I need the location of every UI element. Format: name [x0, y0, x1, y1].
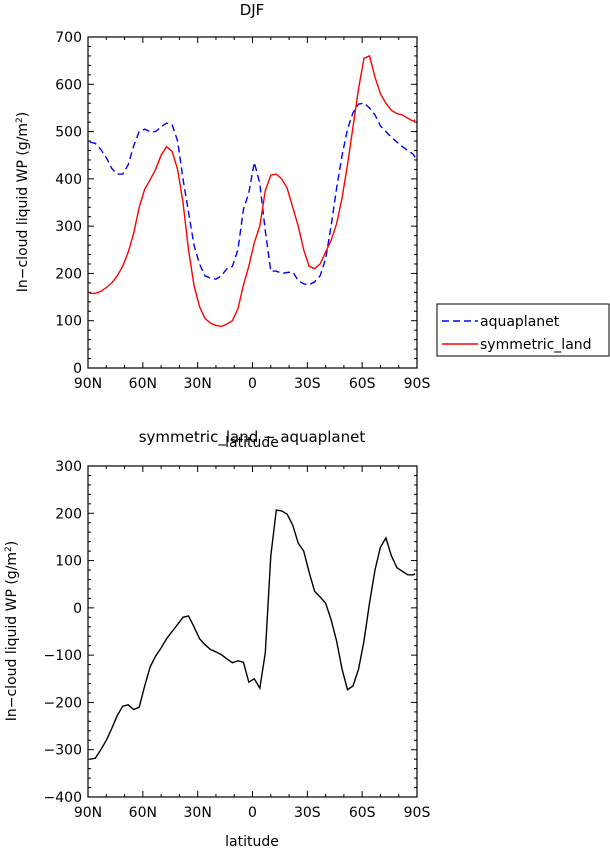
x-tick-label: 60N [129, 376, 157, 392]
panel-top-series [89, 54, 416, 328]
y-tick-label: −300 [44, 743, 82, 759]
y-tick-label: 300 [55, 459, 82, 475]
x-tick-label: 0 [248, 805, 257, 821]
svg-text:In−cloud liquid WP (g/m2): In−cloud liquid WP (g/m2) [4, 541, 20, 722]
panel-bottom-x-axis-label: latitude [225, 834, 279, 850]
panel-top-y-axis-label: In−cloud liquid WP (g/m2) [15, 112, 31, 293]
x-tick-label: 30N [184, 805, 212, 821]
panel-top: DJF In−cloud liquid WP (g/m2) latitude 0… [15, 1, 430, 451]
y-tick-label: −200 [44, 695, 82, 711]
svg-text:In−cloud liquid WP (g/m2): In−cloud liquid WP (g/m2) [15, 112, 31, 293]
x-tick-label: 90N [74, 376, 102, 392]
y-tick-label: 400 [55, 172, 82, 188]
y-tick-label: 600 [55, 77, 82, 93]
x-tick-label: 90S [404, 376, 431, 392]
panel-top-y-axis-label-close: ) [15, 112, 31, 117]
x-tick-label: 60S [349, 805, 376, 821]
panel-bottom-y-axis-label-main: In−cloud liquid WP (g/m [4, 552, 20, 721]
panel-top-frame [87, 36, 418, 369]
legend-label-aquaplanet: aquaplanet [480, 314, 560, 330]
series-line-symmetric-land [89, 54, 416, 328]
y-tick-label: 200 [55, 506, 82, 522]
y-tick-label: −100 [44, 648, 82, 664]
y-tick-label: 500 [55, 125, 82, 141]
panel-bottom-ticks: −400 −300 −200 −100 0 100 200 300 90N 60N 30N 0 30S 6… [44, 459, 431, 821]
y-tick-label: 100 [55, 314, 82, 330]
x-tick-label: 60N [129, 805, 157, 821]
y-tick-label: 100 [55, 554, 82, 570]
y-tick-label: 300 [55, 219, 82, 235]
series-line-difference [89, 509, 416, 760]
panel-bottom-frame [87, 465, 418, 798]
x-tick-label: 90N [74, 805, 102, 821]
panel-top-y-axis-label-main: In−cloud liquid WP (g/m [15, 123, 31, 292]
legend: aquaplanet symmetric_land [436, 303, 610, 357]
legend-label-symmetric-land: symmetric_land [480, 337, 592, 353]
panel-bottom-y-axis-label-sup: 2 [4, 546, 14, 552]
x-tick-label: 60S [349, 376, 376, 392]
panel-bottom-series [89, 509, 416, 760]
x-tick-label: 0 [248, 376, 257, 392]
panel-bottom: symmetric_land − aquaplanet In−cloud liq… [4, 428, 430, 850]
y-tick-label: 700 [55, 30, 82, 46]
series-line-aquaplanet [89, 102, 416, 286]
y-tick-label: 200 [55, 266, 82, 282]
x-tick-label: 90S [404, 805, 431, 821]
panel-top-y-axis-label-sup: 2 [15, 117, 25, 123]
y-tick-label: 0 [73, 361, 82, 377]
y-tick-label: 0 [73, 601, 82, 617]
x-tick-label: 30S [294, 805, 321, 821]
x-tick-label: 30S [294, 376, 321, 392]
panel-bottom-y-axis-label: In−cloud liquid WP (g/m2) [4, 541, 20, 722]
panel-top-x-axis-label: latitude [225, 435, 279, 451]
panel-top-title: DJF [240, 1, 265, 19]
x-tick-label: 30N [184, 376, 212, 392]
legend-box [436, 303, 610, 357]
panel-bottom-title: symmetric_land − aquaplanet [139, 428, 366, 447]
panel-top-ticks: 0 100 200 300 400 500 600 700 90N 60N 30N 0 30S 60S 90… [55, 30, 430, 392]
y-tick-label: −400 [44, 790, 82, 806]
panel-bottom-y-axis-label-close: ) [4, 541, 20, 546]
